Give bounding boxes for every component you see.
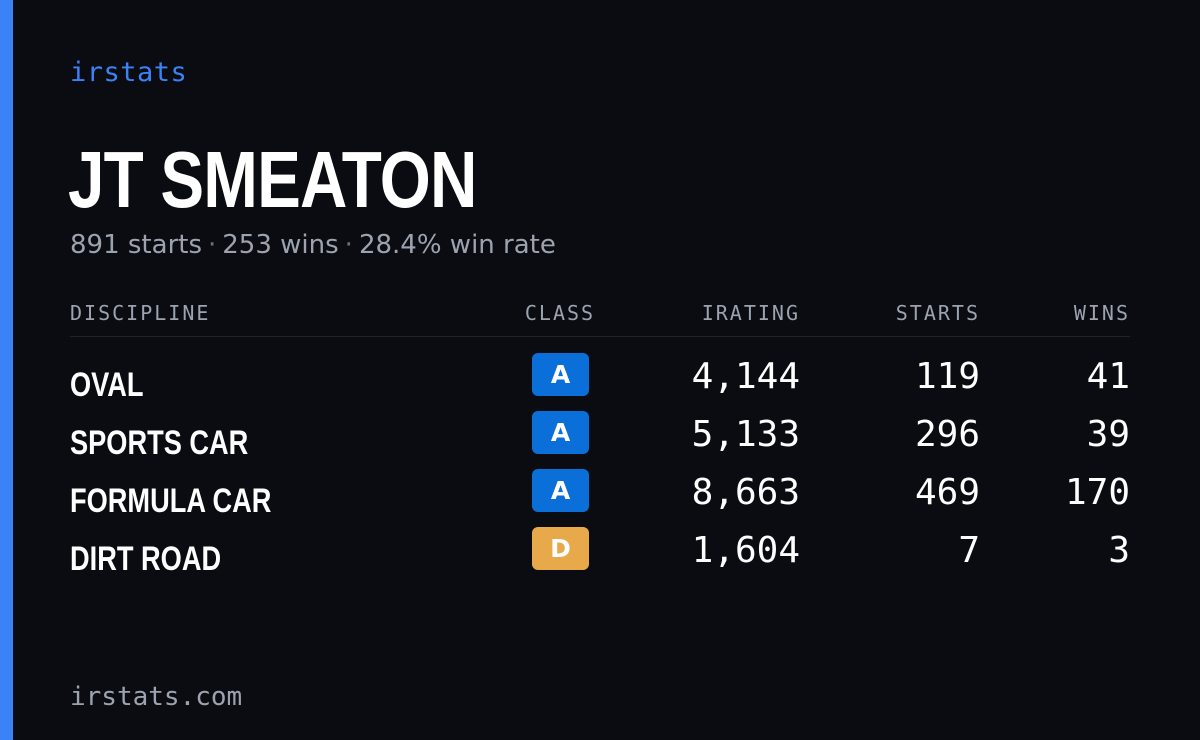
- class-badge: A: [532, 469, 589, 512]
- table-row: SPORTS CAR A 5,133 296 39: [70, 411, 1130, 469]
- summary-separator: ·: [344, 230, 353, 260]
- row-discipline: SPORTS CAR: [70, 424, 249, 462]
- summary-wins: 253 wins: [222, 230, 339, 260]
- row-wins: 41: [1086, 356, 1130, 397]
- accent-bar: [0, 0, 13, 740]
- header-starts: STARTS: [895, 301, 980, 325]
- footer-url[interactable]: irstats.com: [70, 682, 243, 712]
- header-discipline: DISCIPLINE: [70, 301, 211, 325]
- class-badge: D: [532, 527, 589, 570]
- row-discipline: DIRT ROAD: [70, 540, 222, 578]
- table-header: DISCIPLINE CLASS IRATING STARTS WINS: [70, 296, 1130, 337]
- row-irating: 1,604: [691, 530, 800, 571]
- summary-separator: ·: [208, 230, 217, 260]
- header-irating: IRATING: [701, 301, 800, 325]
- class-badge: A: [532, 411, 589, 454]
- table-body: OVAL A 4,144 119 41 SPORTS CAR A 5,133 2…: [70, 353, 1130, 585]
- row-irating: 8,663: [691, 472, 800, 513]
- row-discipline: FORMULA CAR: [70, 482, 272, 520]
- row-starts: 296: [914, 414, 980, 455]
- row-wins: 3: [1108, 530, 1130, 571]
- summary-win-rate: 28.4% win rate: [358, 230, 556, 260]
- row-starts: 469: [914, 472, 980, 513]
- table-row: FORMULA CAR A 8,663 469 170: [70, 469, 1130, 527]
- header-wins: WINS: [1073, 301, 1130, 325]
- row-starts: 7: [958, 530, 980, 571]
- table-row: OVAL A 4,144 119 41: [70, 353, 1130, 411]
- summary-starts: 891 starts: [70, 230, 202, 260]
- header-class: CLASS: [524, 301, 596, 325]
- row-wins: 39: [1086, 414, 1130, 455]
- row-starts: 119: [914, 356, 980, 397]
- discipline-stats-table: DISCIPLINE CLASS IRATING STARTS WINS OVA…: [70, 296, 1130, 585]
- table-row: DIRT ROAD D 1,604 7 3: [70, 527, 1130, 585]
- driver-summary: 891 starts · 253 wins · 28.4% win rate: [70, 226, 556, 264]
- row-irating: 5,133: [691, 414, 800, 455]
- brand-logo[interactable]: irstats: [70, 57, 188, 88]
- class-badge: A: [532, 353, 589, 396]
- driver-name: JT SMEATON: [68, 135, 477, 224]
- row-discipline: OVAL: [70, 366, 144, 404]
- row-irating: 4,144: [691, 356, 800, 397]
- row-wins: 170: [1064, 472, 1130, 513]
